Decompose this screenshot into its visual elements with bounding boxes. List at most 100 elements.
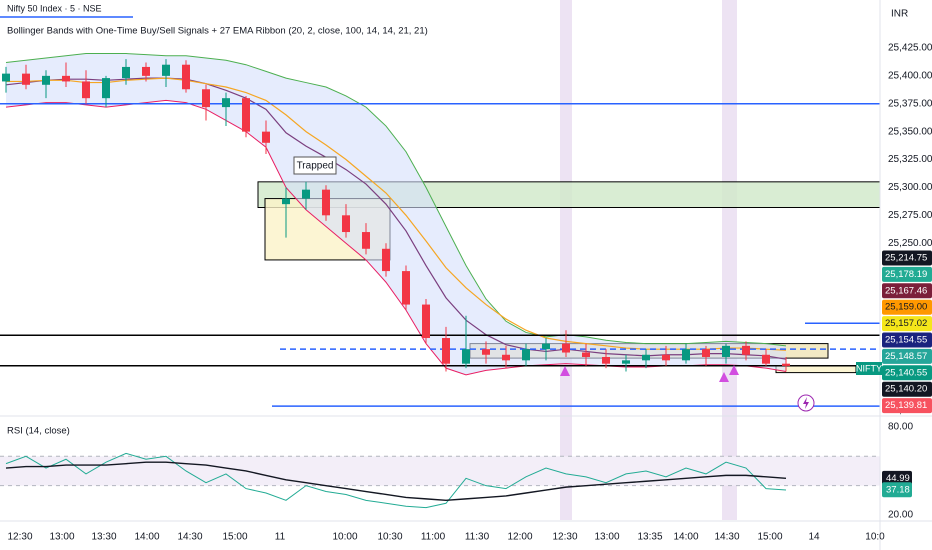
candle-body xyxy=(502,354,510,361)
price-tag-label: 25,157.02 xyxy=(885,318,927,329)
y-tick-label: 25,350.00 xyxy=(888,126,932,137)
y-tick-label: 25,400.00 xyxy=(888,71,932,82)
candle-body xyxy=(182,64,190,90)
plot xyxy=(0,53,881,509)
x-tick-label: 10:30 xyxy=(377,532,402,543)
candle-body xyxy=(522,349,530,361)
candle-body xyxy=(42,75,50,85)
price-tag xyxy=(882,348,932,364)
ema-line xyxy=(5,77,787,360)
price-tag xyxy=(882,365,932,381)
price-tag-label: 25,140.20 xyxy=(885,384,927,395)
candle-body xyxy=(122,66,130,79)
price-tag xyxy=(882,470,912,486)
candle-body xyxy=(62,75,70,82)
price-tag-label: 44.99 xyxy=(886,473,910,484)
y-tick-label: 25,250.00 xyxy=(888,238,932,249)
price-tag-label: 25,139.81 xyxy=(885,400,927,411)
candle-body xyxy=(422,304,430,339)
annotation-box xyxy=(293,156,337,175)
candle-body xyxy=(22,73,30,85)
x-tick-label: 14:30 xyxy=(714,532,739,543)
candle-body xyxy=(622,360,630,364)
candle-body xyxy=(462,349,470,364)
y-tick-label: 25,325.00 xyxy=(888,154,932,165)
x-tick-label: 12:30 xyxy=(552,532,577,543)
price-tag-label: 25,140.55 xyxy=(885,367,927,378)
price-tag-label: 25,159.00 xyxy=(885,302,927,313)
candle-body xyxy=(302,189,310,199)
indicator-legend: Bollinger Bands with One-Time Buy/Sell S… xyxy=(7,26,428,37)
price-tag xyxy=(882,266,932,282)
x-tick-label: 13:00 xyxy=(594,532,619,543)
candle-body xyxy=(582,352,590,357)
candle-body xyxy=(362,232,370,249)
signal-marker xyxy=(719,372,729,382)
x-tick-label: 10:0 xyxy=(865,532,885,543)
price-tag xyxy=(882,332,932,348)
currency: INR xyxy=(891,9,908,20)
price-tag-label: 25,154.55 xyxy=(885,335,927,346)
candle-body xyxy=(202,89,210,108)
candle-body xyxy=(102,78,110,99)
rsi-band xyxy=(0,456,880,486)
candle-body xyxy=(242,98,250,132)
chart-title: Nifty 50 Index · 5 · NSE xyxy=(7,3,102,13)
candle-body xyxy=(222,98,230,108)
rsi-line xyxy=(5,461,787,502)
candle-body xyxy=(602,356,610,364)
x-tick-label: 14:00 xyxy=(134,532,159,543)
candle-body xyxy=(742,345,750,355)
candle-body xyxy=(82,81,90,99)
candle-body xyxy=(322,189,330,216)
signal-marker xyxy=(729,365,739,375)
rsi-line xyxy=(5,452,787,509)
candle-body xyxy=(782,363,790,366)
x-tick-label: 14 xyxy=(808,532,820,543)
x-tick-label: 13:30 xyxy=(91,532,116,543)
candle-body xyxy=(662,354,670,361)
candle-body xyxy=(142,66,150,76)
annotation: Trapped xyxy=(297,161,334,172)
x-tick-label: 14:00 xyxy=(673,532,698,543)
candle-body xyxy=(682,349,690,361)
session-band xyxy=(722,0,737,520)
price-tag-label: 25,214.75 xyxy=(885,253,927,264)
y-tick-label: 25,275.00 xyxy=(888,210,932,221)
candle-body xyxy=(642,354,650,361)
x-tick-label: 13:35 xyxy=(637,532,662,543)
candle-body xyxy=(2,73,10,82)
session-band xyxy=(560,0,572,520)
candle-body xyxy=(342,215,350,233)
price-tag xyxy=(882,398,932,414)
price-tag-label: 37.18 xyxy=(886,484,910,495)
price-tag xyxy=(882,299,932,315)
candle-body xyxy=(282,198,290,205)
x-tick-label: 11:30 xyxy=(465,532,490,543)
event-icon-bolt xyxy=(803,397,809,409)
x-tick-label: 15:00 xyxy=(757,532,782,543)
x-tick-label: 14:30 xyxy=(177,532,202,543)
y-tick-label: 25,375.00 xyxy=(888,98,932,109)
symbol-tag: NIFTY xyxy=(856,363,882,373)
x-tick-label: 13:00 xyxy=(49,532,74,543)
candle-body xyxy=(702,349,710,357)
price-tag-label: 25,148.57 xyxy=(885,351,927,362)
candle-body xyxy=(162,64,170,76)
candle-body xyxy=(262,131,270,143)
candle-body xyxy=(542,343,550,350)
price-tag xyxy=(882,250,932,266)
y-tick-label: 25,425.00 xyxy=(888,43,932,54)
y-tick-label: 20.00 xyxy=(888,510,913,521)
price-tag-label: 25,167.46 xyxy=(885,285,927,296)
zone xyxy=(775,365,857,374)
x-tick-label: 12:30 xyxy=(7,532,32,543)
symbol-tag-bg xyxy=(856,362,882,375)
x-tick-label: 11:00 xyxy=(421,532,446,543)
x-tick-label: 15:00 xyxy=(222,532,247,543)
y-tick-label: 80.00 xyxy=(888,422,913,433)
band-upper xyxy=(5,53,787,347)
candle-body xyxy=(762,354,770,364)
candle-body xyxy=(562,343,570,353)
